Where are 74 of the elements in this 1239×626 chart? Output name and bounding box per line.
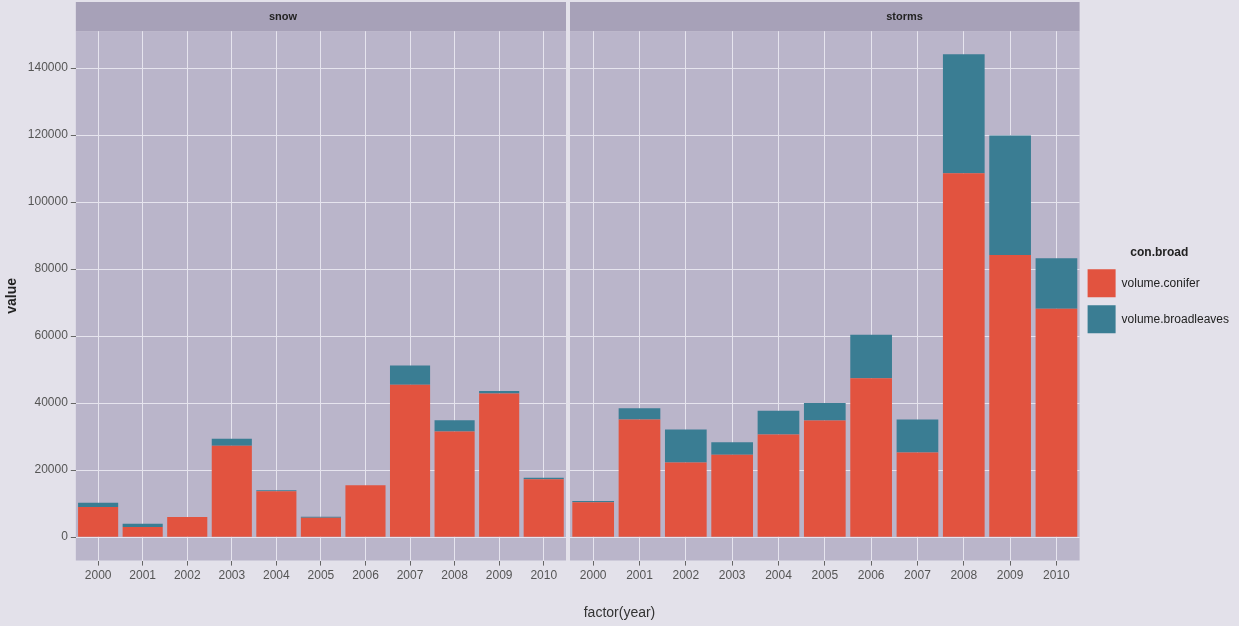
bar xyxy=(122,527,163,537)
bar xyxy=(167,517,208,537)
bar xyxy=(434,420,475,432)
bar xyxy=(618,419,661,537)
bar xyxy=(896,419,939,453)
bar xyxy=(664,429,707,463)
x-tick-label: 2001 xyxy=(129,568,157,583)
bar xyxy=(711,454,753,537)
x-tick-label: 2004 xyxy=(765,568,793,583)
bar xyxy=(1035,258,1078,309)
y-tick-label: 0 xyxy=(61,529,69,544)
bar xyxy=(942,173,985,537)
bar xyxy=(664,462,707,537)
y-tick-label: 100000 xyxy=(27,194,69,209)
bar xyxy=(78,506,119,537)
chart-title: snow xyxy=(268,9,298,22)
x-axis-title: factor(year) xyxy=(582,604,657,620)
bar xyxy=(803,420,846,537)
bar xyxy=(256,491,297,537)
bar xyxy=(523,479,564,537)
bar xyxy=(942,54,985,174)
x-tick-label: 2002 xyxy=(173,568,201,583)
x-tick-label: 2008 xyxy=(950,568,978,583)
bar xyxy=(850,334,892,379)
bar xyxy=(989,255,1031,537)
bar xyxy=(618,408,661,420)
x-tick-label: 2006 xyxy=(352,568,380,583)
bar xyxy=(211,438,252,446)
x-tick-label: 2002 xyxy=(672,568,700,583)
bar xyxy=(711,442,753,455)
x-tick-label: 2006 xyxy=(857,568,885,583)
x-tick-label: 2005 xyxy=(307,568,335,583)
bar xyxy=(122,523,163,528)
x-tick-label: 2000 xyxy=(84,568,112,583)
bar xyxy=(389,365,431,385)
bar xyxy=(345,485,386,537)
x-tick-label: 2009 xyxy=(485,568,513,583)
x-tick-label: 2010 xyxy=(530,568,558,583)
y-tick-label: 60000 xyxy=(34,328,69,343)
bar xyxy=(1035,308,1078,537)
bar xyxy=(572,502,615,537)
bar xyxy=(757,410,800,435)
y-tick-label: 20000 xyxy=(34,462,69,477)
bar xyxy=(479,393,520,537)
legend-title: con.broad xyxy=(1130,245,1189,260)
x-tick-label: 2004 xyxy=(263,568,291,583)
bar xyxy=(78,502,119,507)
bar xyxy=(989,135,1031,256)
bar xyxy=(434,431,475,537)
x-tick-label: 2007 xyxy=(396,568,424,583)
x-tick-label: 2008 xyxy=(441,568,469,583)
bar xyxy=(300,517,341,537)
legend-label: volume.broadleaves xyxy=(1121,311,1230,326)
bar xyxy=(389,384,431,537)
x-tick-label: 2005 xyxy=(811,568,839,583)
y-tick-label: 140000 xyxy=(27,60,69,75)
bar xyxy=(803,403,846,421)
x-tick-label: 2010 xyxy=(1043,568,1071,583)
y-tick-label: 40000 xyxy=(34,395,69,410)
x-tick-label: 2009 xyxy=(996,568,1024,583)
bar xyxy=(757,434,800,537)
y-tick-label: 80000 xyxy=(34,261,69,276)
x-tick-label: 2007 xyxy=(904,568,932,583)
y-tick-label: 120000 xyxy=(27,127,69,142)
bar xyxy=(211,445,252,537)
x-tick-label: 2003 xyxy=(718,568,746,583)
x-tick-label: 2003 xyxy=(218,568,246,583)
chart-title: storms xyxy=(886,9,923,22)
x-tick-label: 2001 xyxy=(626,568,654,583)
bar xyxy=(850,378,892,537)
legend-label: volume.conifer xyxy=(1121,275,1200,290)
bar xyxy=(896,452,939,537)
y-axis-title: value xyxy=(3,277,20,314)
x-tick-label: 2000 xyxy=(579,568,607,583)
